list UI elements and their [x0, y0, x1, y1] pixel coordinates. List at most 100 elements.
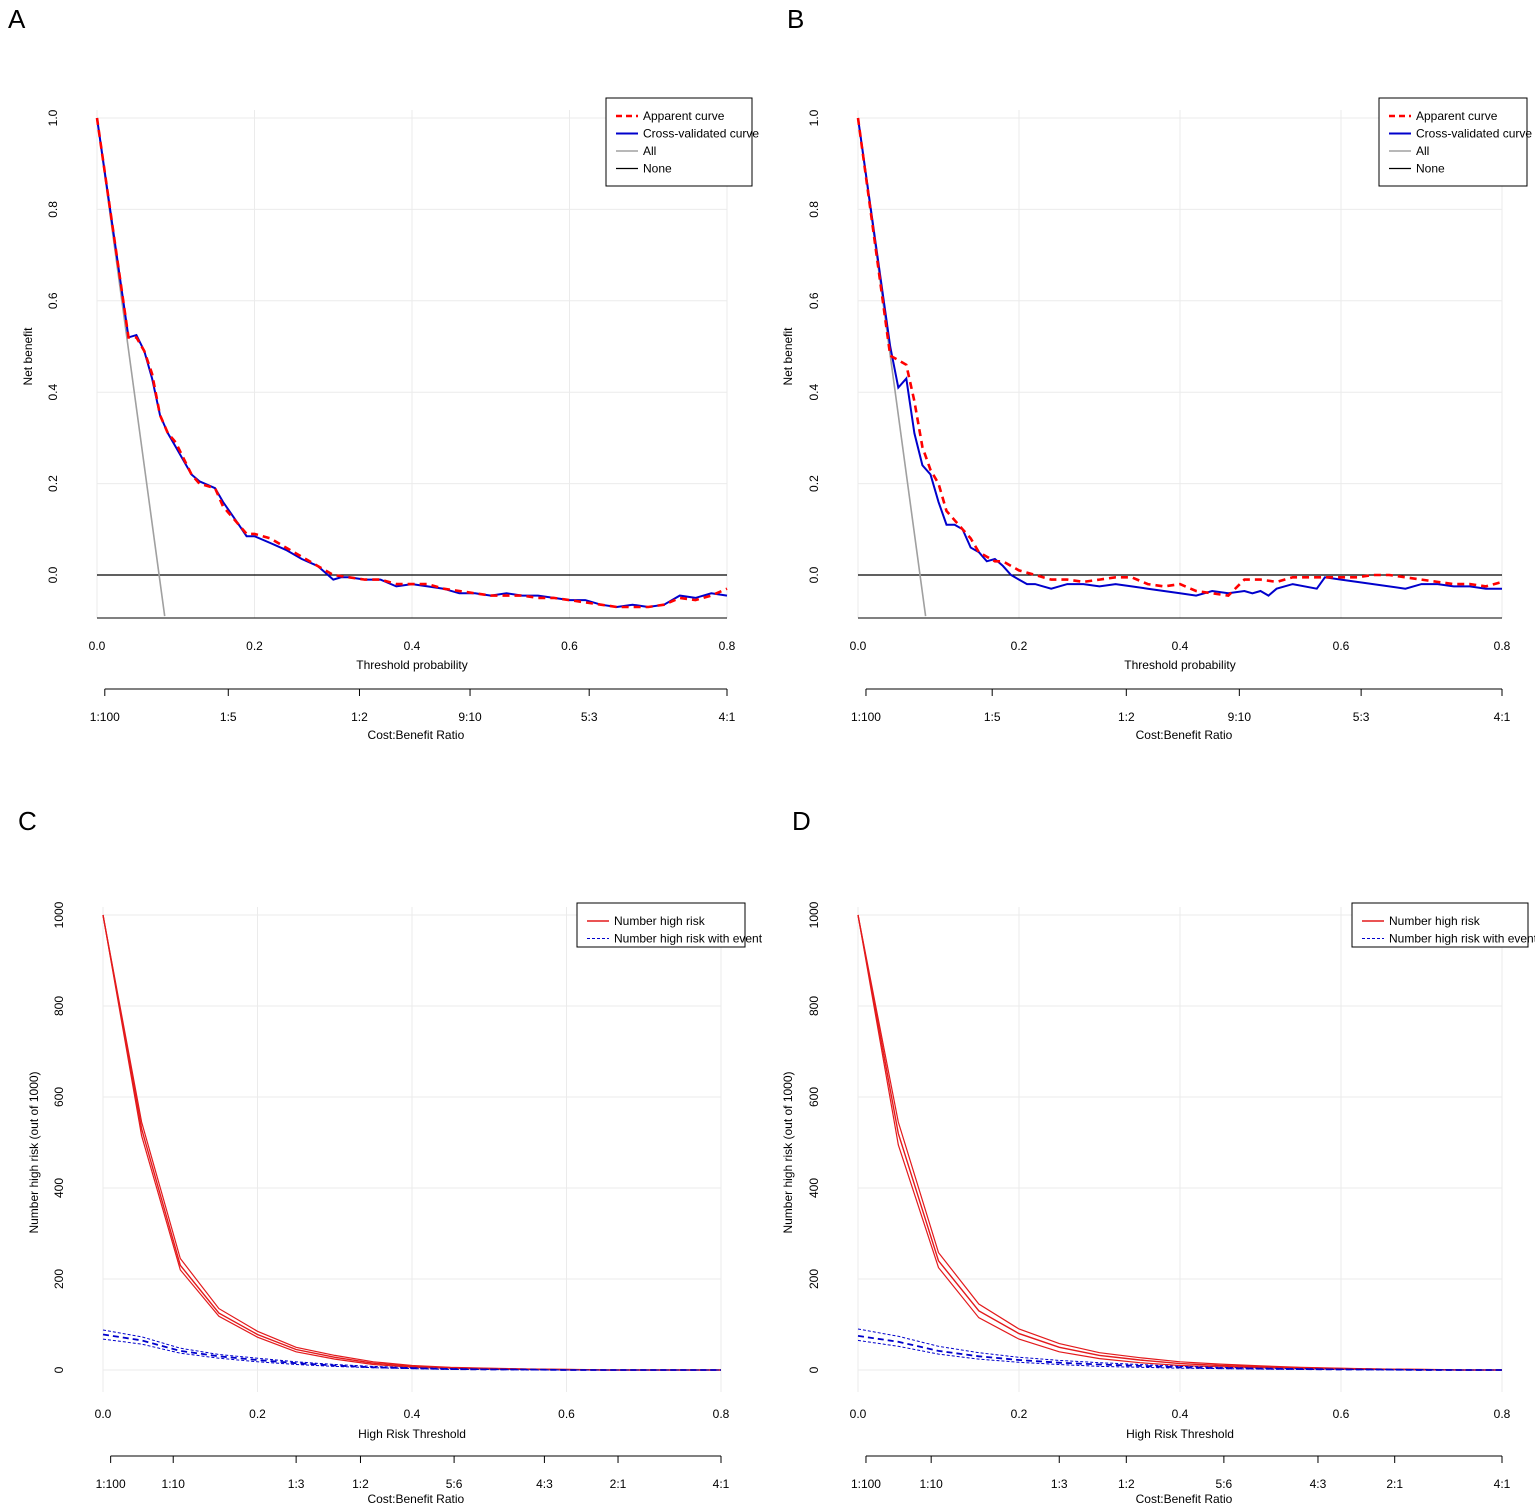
x-tick-label: 0.0	[850, 1407, 867, 1421]
y-tick-label: 600	[52, 1087, 66, 1107]
legend: Apparent curve Cross-validated curve All No…	[1378, 97, 1532, 187]
ratio-axis-title: Cost:Benefit Ratio	[1136, 1492, 1233, 1506]
y-tick-label: 600	[807, 1087, 821, 1107]
legend-label: All	[643, 144, 656, 158]
ratio-tick-label: 1:100	[851, 1477, 881, 1491]
ratio-tick-label: 5:3	[581, 710, 598, 724]
y-tick-label: 0.2	[807, 475, 821, 492]
legend-box	[576, 902, 746, 948]
y-tick-label: 0.0	[807, 566, 821, 583]
y-tick-label: 800	[807, 996, 821, 1016]
legend-label: Cross-validated curve	[643, 127, 759, 141]
legend-label: Cross-validated curve	[1416, 127, 1532, 141]
grid	[102, 907, 722, 1392]
data-layer	[857, 914, 1502, 1371]
panel-letter: D	[792, 806, 811, 836]
ratio-tick-label: 1:3	[1051, 1477, 1068, 1491]
ratio-tick-label: 4:3	[1310, 1477, 1327, 1491]
y-tick-label: 0.2	[46, 475, 60, 492]
x-tick-label: 0.6	[1333, 639, 1350, 653]
y-tick-label: 0.6	[807, 292, 821, 309]
series-number-high-risk-upper	[857, 914, 1502, 1371]
ratio-axis-title: Cost:Benefit Ratio	[368, 728, 465, 742]
x-axis-title: High Risk Threshold	[1126, 1427, 1234, 1441]
ratio-tick-label: 1:2	[352, 1477, 369, 1491]
legend: Apparent curve Cross-validated curve All No…	[605, 97, 759, 187]
ratio-tick-label: 1:10	[919, 1477, 943, 1491]
panel-b: B 0.0 0.2 0.4 0.6 0.8 Threshold probability 0.0…	[781, 4, 1532, 742]
y-tick-label: 800	[52, 996, 66, 1016]
legend-label: All	[1416, 144, 1429, 158]
legend-label: Apparent curve	[643, 109, 725, 123]
ratio-tick-label: 1:100	[96, 1477, 126, 1491]
ratio-tick-label: 5:6	[1216, 1477, 1233, 1491]
y-tick-label: 0.0	[46, 566, 60, 583]
panel-d: D 0.0 0.2 0.4 0.6 0.8 High Risk Threshold 0 200 4…	[781, 806, 1535, 1506]
y-axis-title: Number high risk (out of 1000)	[27, 1071, 41, 1233]
panel-letter: C	[18, 806, 37, 836]
x-tick-label: 0.4	[404, 639, 421, 653]
x-tick-label: 0.8	[713, 1407, 730, 1421]
y-tick-label: 0.4	[46, 384, 60, 401]
legend-box	[1351, 902, 1529, 948]
ratio-axis-title: Cost:Benefit Ratio	[1136, 728, 1233, 742]
data-layer	[856, 117, 1503, 617]
ratio-tick-label: 9:10	[1228, 710, 1252, 724]
legend-label: Number high risk with event	[614, 932, 763, 946]
ratio-tick-label: 1:100	[90, 710, 120, 724]
ratio-tick-label: 1:2	[1118, 1477, 1135, 1491]
x-tick-label: 0.0	[89, 639, 106, 653]
x-tick-label: 0.0	[95, 1407, 112, 1421]
ratio-tick-label: 1:3	[288, 1477, 305, 1491]
y-tick-label: 200	[52, 1269, 66, 1289]
legend-label: None	[1416, 162, 1445, 176]
y-axis-title: Net benefit	[781, 327, 795, 386]
x-tick-label: 0.2	[249, 1407, 266, 1421]
panel-a: A 0.0 0.2 0.4 0.6 0.8 Threshold probability 0.0…	[8, 4, 759, 742]
y-axis-title: Net benefit	[21, 327, 35, 386]
ratio-tick-label: 4:3	[536, 1477, 553, 1491]
x-tick-label: 0.4	[1172, 639, 1189, 653]
x-axis-title: Threshold probability	[1124, 658, 1235, 672]
series-apparent-curve	[856, 117, 1503, 597]
panel-letter: B	[787, 4, 804, 34]
x-axis-title: High Risk Threshold	[358, 1427, 466, 1441]
grid	[857, 907, 1503, 1392]
x-tick-label: 0.0	[850, 639, 867, 653]
ratio-tick-label: 4:1	[719, 710, 736, 724]
y-tick-label: 0.6	[46, 292, 60, 309]
legend: Number high risk Number high risk with ev…	[1351, 902, 1535, 948]
ratio-tick-label: 9:10	[458, 710, 482, 724]
ratio-tick-label: 5:3	[1353, 710, 1370, 724]
ratio-tick-label: 1:5	[220, 710, 237, 724]
series-cross-validated-curve	[857, 117, 1502, 597]
x-tick-label: 0.2	[246, 639, 263, 653]
x-tick-label: 0.6	[558, 1407, 575, 1421]
y-tick-label: 0.8	[46, 201, 60, 218]
x-tick-label: 0.4	[404, 1407, 421, 1421]
x-axis-title: Threshold probability	[356, 658, 467, 672]
y-tick-label: 400	[52, 1178, 66, 1198]
y-tick-label: 1.0	[807, 109, 821, 126]
ratio-tick-label: 2:1	[610, 1477, 627, 1491]
legend-label: None	[643, 162, 672, 176]
x-tick-label: 0.8	[1494, 1407, 1511, 1421]
x-tick-label: 0.8	[719, 639, 736, 653]
ratio-tick-label: 4:1	[1494, 710, 1511, 724]
x-tick-label: 0.6	[1333, 1407, 1350, 1421]
ratio-tick-label: 1:2	[1118, 710, 1135, 724]
ratio-tick-label: 4:1	[1494, 1477, 1511, 1491]
ratio-axis-title: Cost:Benefit Ratio	[367, 1492, 464, 1506]
legend-box	[1378, 97, 1528, 187]
x-tick-label: 0.2	[1011, 1407, 1028, 1421]
legend-label: Number high risk with event	[1389, 932, 1535, 946]
x-tick-label: 0.4	[1172, 1407, 1189, 1421]
y-tick-label: 0	[52, 1366, 66, 1373]
series-number-high-risk-with-event-lower	[102, 1338, 721, 1371]
x-tick-label: 0.8	[1494, 639, 1511, 653]
legend-label: Number high risk	[1389, 914, 1481, 928]
ratio-tick-label: 1:10	[162, 1477, 186, 1491]
x-tick-label: 0.2	[1011, 639, 1028, 653]
data-layer	[102, 914, 721, 1371]
